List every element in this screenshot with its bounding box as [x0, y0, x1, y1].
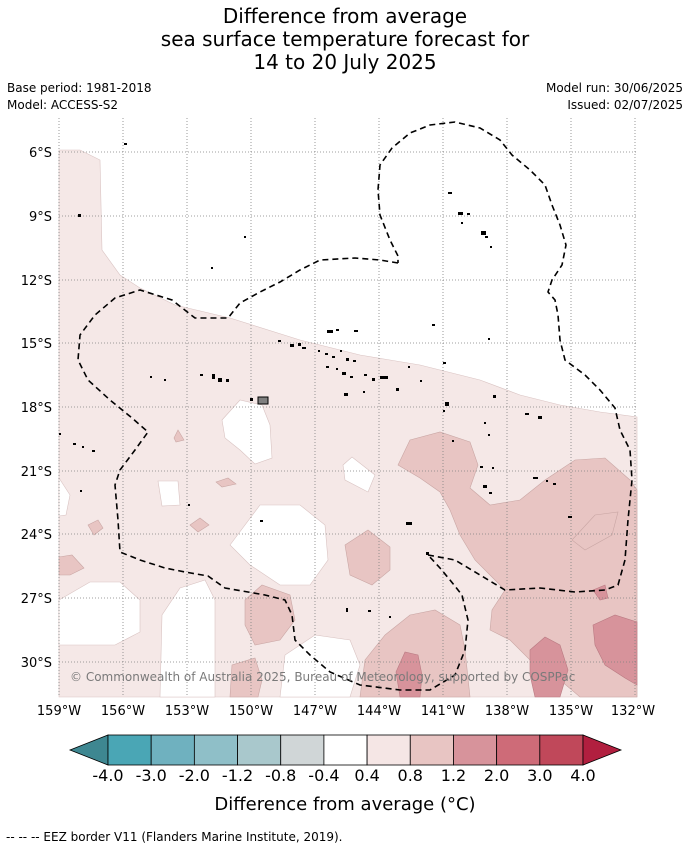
colorbar-segment [453, 734, 498, 766]
lat-label: 9°S [29, 210, 52, 225]
colorbar-segment [409, 734, 454, 766]
colorbar-tick-label: -4.0 [92, 766, 124, 785]
anomaly-band-medium [397, 431, 638, 698]
latitude-labels: 6°S 9°S 12°S 15°S 18°S 21°S 24°S 27°S 30… [21, 146, 52, 671]
anomaly-band-medium [87, 519, 104, 536]
lat-label: 6°S [29, 146, 52, 161]
neutral-patch [342, 456, 376, 493]
colorbar-extend-high [582, 734, 623, 766]
colorbar-tick-label: -1.2 [221, 766, 254, 785]
anomaly-band-medium [244, 584, 296, 646]
eez-border-french-polynesia [377, 121, 633, 593]
neutral-patch [221, 399, 273, 465]
lon-label: 153°W [165, 704, 209, 719]
colorbar-segment [366, 734, 411, 766]
anomaly-band-medium [173, 429, 185, 443]
colorbar-segment [193, 734, 238, 766]
eez-borders [77, 121, 633, 691]
lon-label: 135°W [549, 704, 593, 719]
longitude-labels: 159°W 156°W 153°W 150°W 147°W 144°W 141°… [37, 704, 655, 719]
colorbar-tick-label: 2.0 [483, 766, 510, 785]
colorbar-tick-label: -2.0 [178, 766, 210, 785]
lon-label: 147°W [293, 704, 337, 719]
neutral-patch [157, 480, 181, 507]
colorbar-segment [539, 734, 584, 766]
neutral-patch [279, 634, 361, 698]
lon-label: 132°W [611, 704, 655, 719]
neutral-patch [159, 579, 216, 698]
lon-label: 138°W [485, 704, 529, 719]
anomaly-band-medium [229, 657, 263, 698]
anomaly-band-medium [571, 511, 619, 551]
anomaly-band-dark [395, 651, 423, 698]
colorbar-segment [496, 734, 541, 766]
colorbar-tick-label: 4.0 [570, 766, 596, 785]
colorbar-segment [237, 734, 282, 766]
model-run: Model run: 30/06/2025 [545, 81, 683, 95]
anomaly-band-medium [189, 517, 210, 533]
lon-label: 159°W [37, 704, 81, 719]
colorbar-segment [280, 734, 325, 766]
base-period: Base period: 1981-2018 [7, 81, 152, 95]
title-line-3: 14 to 20 July 2025 [253, 50, 437, 74]
grid [58, 118, 637, 697]
lon-label: 150°W [229, 704, 273, 719]
colorbar-title: Difference from average (°C) [214, 794, 476, 815]
issued-date: Issued: 02/07/2025 [567, 98, 683, 112]
lat-label: 18°S [21, 401, 52, 416]
colorbar-tick-label: 0.4 [354, 766, 380, 785]
colorbar-tick-label: 0.8 [397, 766, 423, 785]
colorbar-tick-label: 3.0 [527, 766, 553, 785]
colorbar [68, 734, 623, 766]
model-name: Model: ACCESS-S2 [7, 98, 119, 112]
lat-label: 12°S [21, 274, 52, 289]
colorbar-segment [107, 734, 152, 766]
colorbar-tick-label: 1.2 [440, 766, 467, 785]
eez-border-cook-islands-polynesia [77, 257, 469, 691]
footer-note: -- -- -- EEZ border V11 (Flanders Marine… [6, 830, 343, 844]
colorbar-segment [323, 734, 368, 766]
neutral-patch [58, 476, 71, 517]
colorbar-segment [150, 734, 195, 766]
title-line-2: sea surface temperature forecast for [160, 27, 530, 51]
lon-label: 144°W [357, 704, 401, 719]
lat-label: 30°S [21, 656, 52, 671]
neutral-patch [229, 504, 329, 586]
lat-label: 24°S [21, 528, 52, 543]
colorbar-extend-low [68, 734, 109, 766]
title-line-1: Difference from average [222, 4, 468, 28]
islands [59, 143, 572, 618]
anomaly-band-medium [359, 609, 471, 698]
lon-label: 141°W [421, 704, 465, 719]
lon-label: 156°W [101, 704, 145, 719]
colorbar-tick-label: -0.8 [265, 766, 297, 785]
anomaly-band-dark [529, 636, 569, 698]
lat-label: 21°S [21, 465, 52, 480]
lat-label: 27°S [21, 592, 52, 607]
anomaly-band-medium [215, 477, 237, 488]
copyright-notice: © Commonwealth of Australia 2025, Bureau… [70, 670, 575, 684]
anomaly-band-dark [592, 614, 638, 686]
lat-label: 15°S [21, 337, 52, 352]
colorbar-tick-label: -3.0 [135, 766, 167, 785]
colorbar-tick-label: -0.4 [308, 766, 340, 785]
